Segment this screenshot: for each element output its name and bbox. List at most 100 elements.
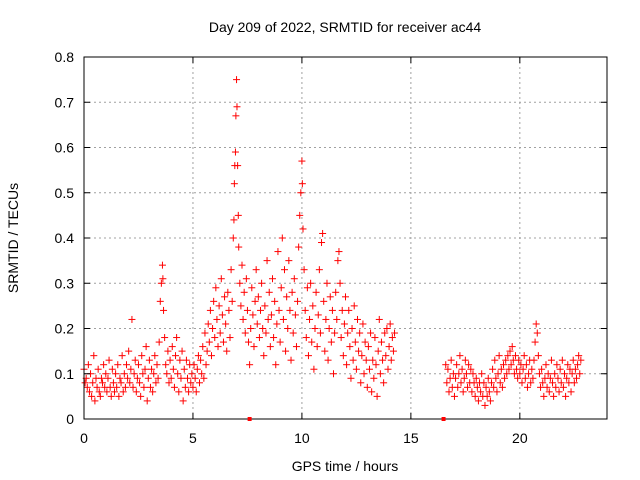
data-point — [173, 334, 181, 342]
data-point — [181, 383, 189, 391]
data-point — [381, 329, 389, 337]
data-point — [367, 329, 375, 337]
data-point — [139, 370, 147, 378]
y-tick-label: 0.6 — [55, 140, 75, 156]
data-point — [263, 257, 271, 265]
data-point — [246, 361, 254, 369]
data-point — [273, 320, 281, 328]
data-point — [376, 370, 384, 378]
data-point — [539, 379, 547, 387]
data-point — [103, 388, 111, 396]
data-point — [287, 356, 295, 364]
data-point — [564, 361, 572, 369]
data-point — [282, 347, 290, 355]
data-point — [356, 329, 364, 337]
data-point — [238, 261, 246, 269]
data-point — [494, 370, 502, 378]
data-point — [230, 216, 238, 224]
data-point — [299, 225, 307, 233]
data-point — [235, 243, 243, 251]
data-point — [198, 370, 206, 378]
data-point — [129, 383, 137, 391]
data-point — [535, 370, 543, 378]
data-point — [160, 306, 168, 314]
data-point — [327, 338, 335, 346]
data-point — [495, 352, 503, 360]
data-point — [231, 148, 239, 156]
data-point — [347, 374, 355, 382]
data-point — [478, 370, 486, 378]
data-point — [461, 356, 469, 364]
data-point — [295, 243, 303, 251]
data-point — [315, 266, 323, 274]
data-point — [511, 352, 519, 360]
data-point — [547, 356, 555, 364]
data-point — [255, 334, 263, 342]
data-point — [121, 383, 129, 391]
data-point — [499, 361, 507, 369]
data-point — [106, 383, 114, 391]
data-point — [344, 329, 352, 337]
data-point — [150, 370, 158, 378]
data-point — [532, 320, 540, 328]
data-point — [343, 361, 351, 369]
data-point — [134, 361, 142, 369]
data-point — [563, 374, 571, 382]
data-point — [306, 315, 314, 323]
data-point — [219, 338, 227, 346]
data-point — [302, 334, 310, 342]
data-point — [542, 361, 550, 369]
data-point — [261, 302, 269, 310]
data-point — [286, 306, 294, 314]
data-point — [155, 338, 163, 346]
data-point — [550, 392, 558, 400]
data-point — [488, 379, 496, 387]
data-point — [328, 306, 336, 314]
data-point — [325, 325, 333, 332]
data-point — [358, 352, 366, 360]
data-point — [312, 288, 320, 296]
data-point — [454, 383, 462, 391]
data-point — [279, 315, 287, 323]
data-point — [284, 325, 292, 332]
data-point — [493, 388, 501, 396]
data-point — [324, 356, 332, 364]
data-point — [468, 388, 476, 396]
data-point — [442, 361, 450, 369]
data-point — [577, 356, 585, 364]
data-point — [149, 388, 157, 396]
y-tick-label: 0 — [66, 411, 74, 427]
data-point — [132, 388, 140, 396]
data-point — [221, 293, 229, 301]
data-point — [557, 379, 565, 387]
data-point — [558, 356, 566, 364]
data-point — [502, 356, 510, 364]
data-point — [484, 374, 492, 382]
data-point — [289, 329, 297, 337]
data-point — [388, 334, 396, 342]
data-point — [81, 379, 89, 387]
data-point — [568, 370, 576, 378]
data-point — [353, 315, 361, 323]
data-point — [200, 374, 208, 382]
data-point — [514, 374, 522, 382]
data-point — [159, 275, 167, 283]
data-point — [167, 374, 175, 382]
data-point — [480, 379, 488, 387]
data-point — [321, 347, 329, 355]
data-point — [165, 379, 173, 387]
data-point — [118, 352, 126, 360]
data-point — [234, 162, 242, 170]
data-point — [462, 370, 470, 378]
data-point — [190, 361, 198, 369]
data-point — [137, 392, 145, 400]
data-point — [531, 338, 539, 346]
data-point — [352, 365, 360, 373]
data-point — [364, 343, 372, 351]
data-point — [357, 379, 365, 387]
data-point — [177, 374, 185, 382]
data-point — [272, 361, 280, 369]
data-point — [83, 383, 91, 391]
data-point — [194, 352, 202, 360]
chart-grid — [84, 57, 607, 419]
